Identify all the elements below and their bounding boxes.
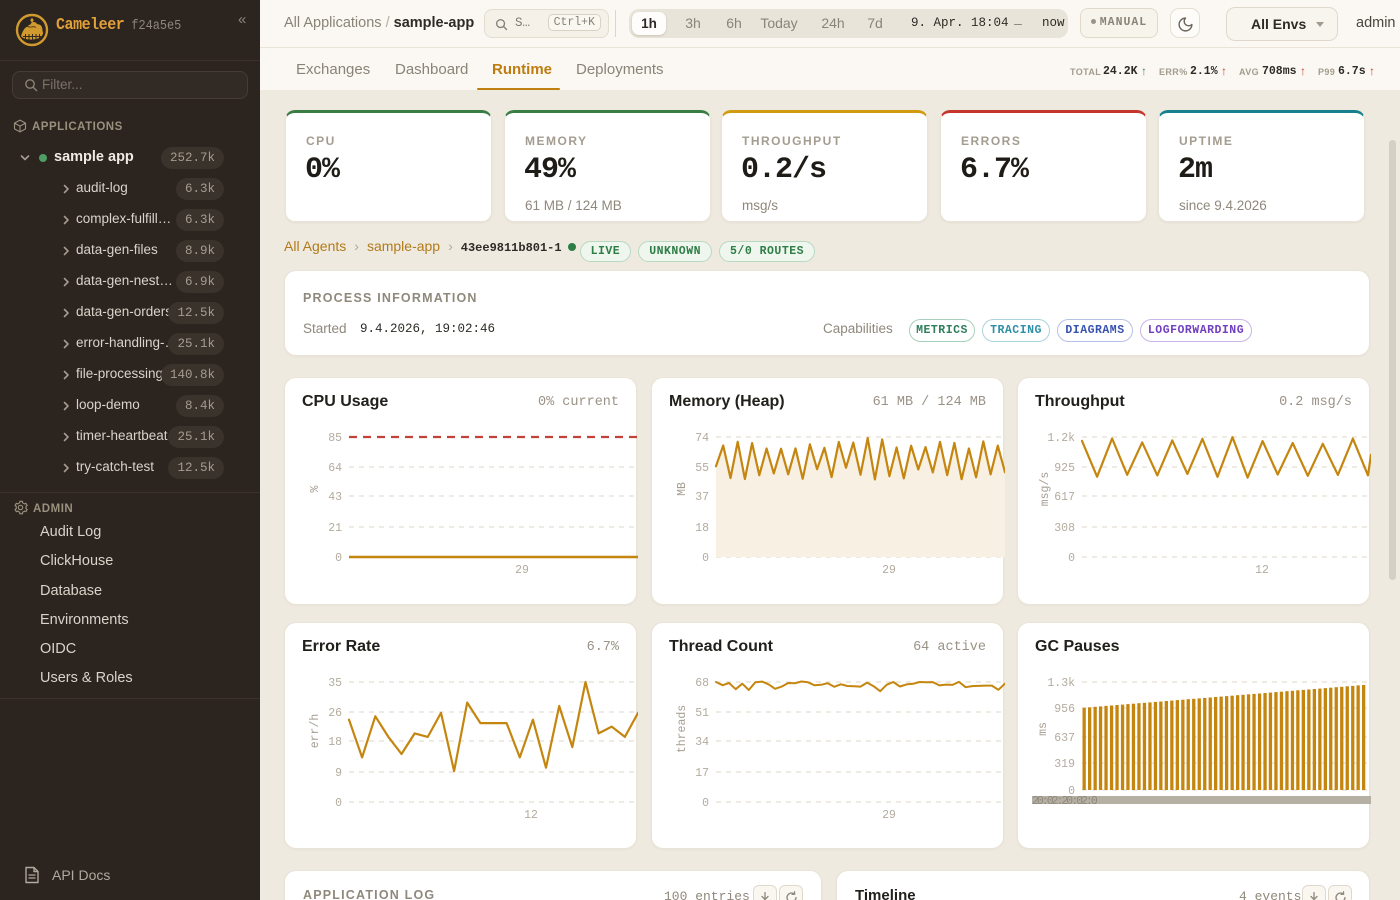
svg-text:17: 17	[695, 767, 709, 780]
svg-text:18: 18	[695, 522, 709, 535]
svg-text:1.3k: 1.3k	[1047, 677, 1075, 690]
svg-text:319: 319	[1054, 758, 1075, 771]
svg-text:29: 29	[882, 809, 896, 822]
svg-text:0: 0	[702, 797, 709, 810]
svg-text:51: 51	[695, 707, 709, 720]
svg-text:12: 12	[524, 809, 538, 822]
svg-text:34: 34	[695, 736, 709, 749]
svg-text:617: 617	[1054, 491, 1075, 504]
svg-text:0: 0	[335, 797, 342, 810]
svg-text:18: 18	[328, 736, 342, 749]
svg-text:ms: ms	[1037, 722, 1050, 736]
svg-text:29: 29	[882, 564, 896, 577]
svg-text:20:02:20:02:0: 20:02:20:02:0	[1032, 795, 1098, 808]
svg-text:43: 43	[328, 491, 342, 504]
svg-text:0: 0	[702, 552, 709, 565]
svg-text:0: 0	[1068, 552, 1075, 565]
svg-text:9: 9	[335, 767, 342, 780]
svg-text:35: 35	[328, 677, 342, 690]
svg-text:37: 37	[695, 491, 709, 504]
svg-text:308: 308	[1054, 522, 1075, 535]
svg-text:21: 21	[328, 522, 342, 535]
svg-text:err/h: err/h	[309, 714, 322, 749]
svg-text:925: 925	[1054, 462, 1075, 475]
svg-text:1.2k: 1.2k	[1047, 432, 1075, 445]
svg-text:26: 26	[328, 707, 342, 720]
svg-text:85: 85	[328, 432, 342, 445]
svg-text:956: 956	[1054, 703, 1075, 716]
svg-text:29: 29	[515, 564, 529, 577]
svg-text:MB: MB	[676, 482, 689, 496]
svg-text:12: 12	[1255, 564, 1269, 577]
svg-text:637: 637	[1054, 732, 1075, 745]
svg-text:%: %	[309, 485, 322, 492]
svg-text:0: 0	[335, 552, 342, 565]
svg-text:68: 68	[695, 677, 709, 690]
svg-text:0: 0	[1068, 785, 1075, 798]
svg-text:msg/s: msg/s	[1039, 472, 1052, 507]
svg-text:74: 74	[695, 432, 709, 445]
svg-text:threads: threads	[676, 705, 689, 753]
svg-text:55: 55	[695, 462, 709, 475]
svg-text:64: 64	[328, 462, 342, 475]
